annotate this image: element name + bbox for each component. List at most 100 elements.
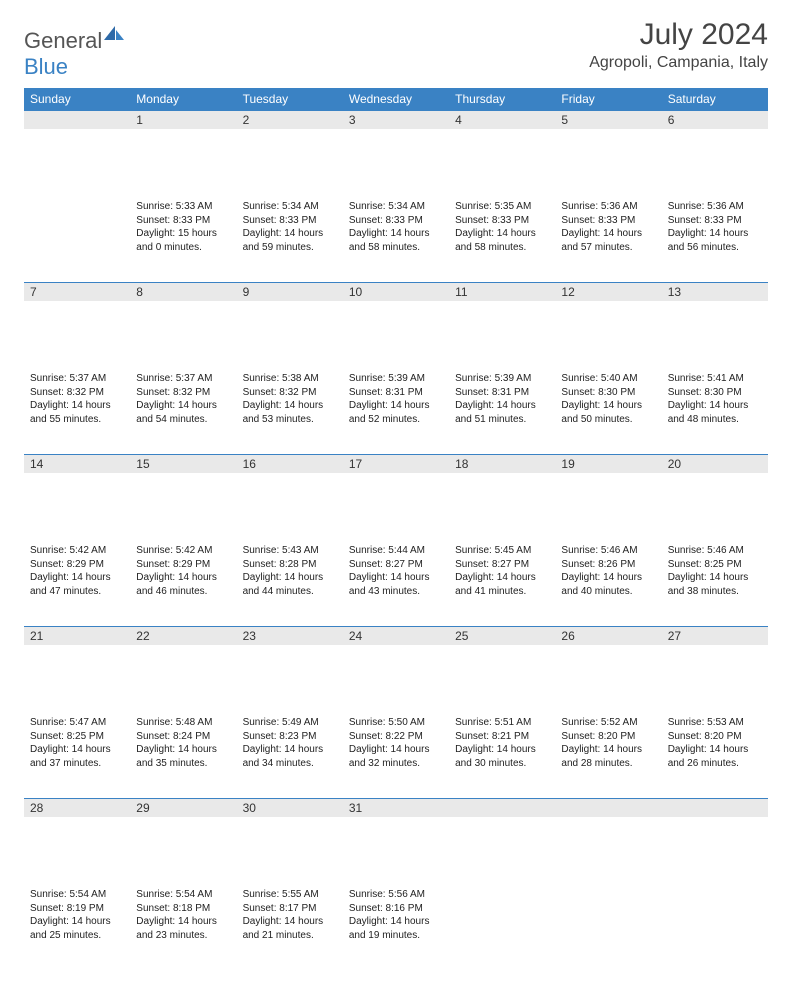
day-details: Sunrise: 5:42 AMSunset: 8:29 PMDaylight:… (24, 540, 130, 606)
weekday-header: Tuesday (237, 88, 343, 110)
sunrise-line: Sunrise: 5:44 AM (349, 544, 443, 558)
day-number (449, 798, 555, 817)
sunrise-line: Sunrise: 5:52 AM (561, 716, 655, 730)
day-details: Sunrise: 5:48 AMSunset: 8:24 PMDaylight:… (130, 712, 236, 778)
day-details: Sunrise: 5:51 AMSunset: 8:21 PMDaylight:… (449, 712, 555, 778)
day-details: Sunrise: 5:49 AMSunset: 8:23 PMDaylight:… (237, 712, 343, 778)
day-number: 24 (343, 626, 449, 645)
day-cell: Sunrise: 5:49 AMSunset: 8:23 PMDaylight:… (237, 712, 343, 798)
day-cell: Sunrise: 5:36 AMSunset: 8:33 PMDaylight:… (555, 196, 661, 282)
day-cell: Sunrise: 5:50 AMSunset: 8:22 PMDaylight:… (343, 712, 449, 798)
day-cell: Sunrise: 5:36 AMSunset: 8:33 PMDaylight:… (662, 196, 768, 282)
day-cell: Sunrise: 5:37 AMSunset: 8:32 PMDaylight:… (130, 368, 236, 454)
daylight-line: Daylight: 14 hours and 34 minutes. (243, 743, 337, 770)
day-cell: Sunrise: 5:46 AMSunset: 8:25 PMDaylight:… (662, 540, 768, 626)
day-cell (662, 884, 768, 970)
day-details: Sunrise: 5:41 AMSunset: 8:30 PMDaylight:… (662, 368, 768, 434)
day-number: 15 (130, 454, 236, 473)
day-number (555, 798, 661, 817)
day-details: Sunrise: 5:56 AMSunset: 8:16 PMDaylight:… (343, 884, 449, 950)
month-title: July 2024 (589, 18, 768, 52)
day-details: Sunrise: 5:33 AMSunset: 8:33 PMDaylight:… (130, 196, 236, 262)
sunset-line: Sunset: 8:23 PM (243, 730, 337, 744)
day-cell: Sunrise: 5:55 AMSunset: 8:17 PMDaylight:… (237, 884, 343, 970)
day-number: 27 (662, 626, 768, 645)
day-details: Sunrise: 5:45 AMSunset: 8:27 PMDaylight:… (449, 540, 555, 606)
daylight-line: Daylight: 14 hours and 48 minutes. (668, 399, 762, 426)
day-number: 28 (24, 798, 130, 817)
sunset-line: Sunset: 8:30 PM (668, 386, 762, 400)
sunrise-line: Sunrise: 5:34 AM (243, 200, 337, 214)
weekday-header: Wednesday (343, 88, 449, 110)
daylight-line: Daylight: 14 hours and 28 minutes. (561, 743, 655, 770)
day-cell: Sunrise: 5:47 AMSunset: 8:25 PMDaylight:… (24, 712, 130, 798)
sunrise-line: Sunrise: 5:35 AM (455, 200, 549, 214)
sunset-line: Sunset: 8:33 PM (243, 214, 337, 228)
day-details: Sunrise: 5:44 AMSunset: 8:27 PMDaylight:… (343, 540, 449, 606)
sunrise-line: Sunrise: 5:55 AM (243, 888, 337, 902)
day-number: 12 (555, 282, 661, 301)
calendar-body: 123456Sunrise: 5:33 AMSunset: 8:33 PMDay… (24, 110, 768, 970)
day-cell: Sunrise: 5:51 AMSunset: 8:21 PMDaylight:… (449, 712, 555, 798)
sunrise-line: Sunrise: 5:49 AM (243, 716, 337, 730)
day-cell: Sunrise: 5:35 AMSunset: 8:33 PMDaylight:… (449, 196, 555, 282)
day-cell: Sunrise: 5:42 AMSunset: 8:29 PMDaylight:… (24, 540, 130, 626)
day-cell: Sunrise: 5:39 AMSunset: 8:31 PMDaylight:… (343, 368, 449, 454)
daylight-line: Daylight: 14 hours and 53 minutes. (243, 399, 337, 426)
sunset-line: Sunset: 8:33 PM (349, 214, 443, 228)
day-details: Sunrise: 5:36 AMSunset: 8:33 PMDaylight:… (555, 196, 661, 262)
daynum-row: 28293031 (24, 798, 768, 884)
day-details: Sunrise: 5:47 AMSunset: 8:25 PMDaylight:… (24, 712, 130, 778)
week-row: Sunrise: 5:42 AMSunset: 8:29 PMDaylight:… (24, 540, 768, 626)
sunrise-line: Sunrise: 5:39 AM (455, 372, 549, 386)
sunrise-line: Sunrise: 5:38 AM (243, 372, 337, 386)
daylight-line: Daylight: 14 hours and 26 minutes. (668, 743, 762, 770)
sunrise-line: Sunrise: 5:41 AM (668, 372, 762, 386)
daylight-line: Daylight: 14 hours and 52 minutes. (349, 399, 443, 426)
sunset-line: Sunset: 8:19 PM (30, 902, 124, 916)
day-details: Sunrise: 5:43 AMSunset: 8:28 PMDaylight:… (237, 540, 343, 606)
daynum-row: 78910111213 (24, 282, 768, 368)
daylight-line: Daylight: 15 hours and 0 minutes. (136, 227, 230, 254)
day-details: Sunrise: 5:54 AMSunset: 8:19 PMDaylight:… (24, 884, 130, 950)
daylight-line: Daylight: 14 hours and 54 minutes. (136, 399, 230, 426)
day-details: Sunrise: 5:39 AMSunset: 8:31 PMDaylight:… (449, 368, 555, 434)
day-cell: Sunrise: 5:41 AMSunset: 8:30 PMDaylight:… (662, 368, 768, 454)
sunset-line: Sunset: 8:16 PM (349, 902, 443, 916)
sunrise-line: Sunrise: 5:56 AM (349, 888, 443, 902)
day-number: 29 (130, 798, 236, 817)
day-cell (555, 884, 661, 970)
day-details: Sunrise: 5:34 AMSunset: 8:33 PMDaylight:… (343, 196, 449, 262)
sunset-line: Sunset: 8:20 PM (668, 730, 762, 744)
day-number: 5 (555, 110, 661, 129)
sunrise-line: Sunrise: 5:50 AM (349, 716, 443, 730)
day-cell: Sunrise: 5:42 AMSunset: 8:29 PMDaylight:… (130, 540, 236, 626)
day-cell: Sunrise: 5:43 AMSunset: 8:28 PMDaylight:… (237, 540, 343, 626)
day-number: 13 (662, 282, 768, 301)
daylight-line: Daylight: 14 hours and 57 minutes. (561, 227, 655, 254)
day-number: 4 (449, 110, 555, 129)
day-number: 9 (237, 282, 343, 301)
day-details: Sunrise: 5:54 AMSunset: 8:18 PMDaylight:… (130, 884, 236, 950)
sunset-line: Sunset: 8:29 PM (136, 558, 230, 572)
sunrise-line: Sunrise: 5:54 AM (136, 888, 230, 902)
calendar-table: SundayMondayTuesdayWednesdayThursdayFrid… (24, 88, 768, 970)
week-row: Sunrise: 5:33 AM Sunset: 8:33 PM Daylight:… (24, 196, 768, 282)
day-number: 7 (24, 282, 130, 301)
daylight-line: Daylight: 14 hours and 50 minutes. (561, 399, 655, 426)
daylight-line: Daylight: 14 hours and 56 minutes. (668, 227, 762, 254)
day-cell: Sunrise: 5:54 AMSunset: 8:19 PMDaylight:… (24, 884, 130, 970)
sunrise-line: Sunrise: 5:33 AM (136, 200, 230, 214)
week-row: Sunrise: 5:37 AMSunset: 8:32 PMDaylight:… (24, 368, 768, 454)
day-cell: Sunrise: 5:40 AMSunset: 8:30 PMDaylight:… (555, 368, 661, 454)
daylight-line: Daylight: 14 hours and 58 minutes. (455, 227, 549, 254)
daylight-line: Daylight: 14 hours and 43 minutes. (349, 571, 443, 598)
sunrise-line: Sunrise: 5:34 AM (349, 200, 443, 214)
day-cell (24, 196, 130, 282)
day-cell: Sunrise: 5:33 AMSunset: 8:33 PMDaylight:… (130, 196, 236, 282)
sunset-line: Sunset: 8:27 PM (349, 558, 443, 572)
sunrise-line: Sunrise: 5:36 AM (668, 200, 762, 214)
sunrise-line: Sunrise: 5:45 AM (455, 544, 549, 558)
daylight-line: Daylight: 14 hours and 21 minutes. (243, 915, 337, 942)
sunset-line: Sunset: 8:32 PM (136, 386, 230, 400)
